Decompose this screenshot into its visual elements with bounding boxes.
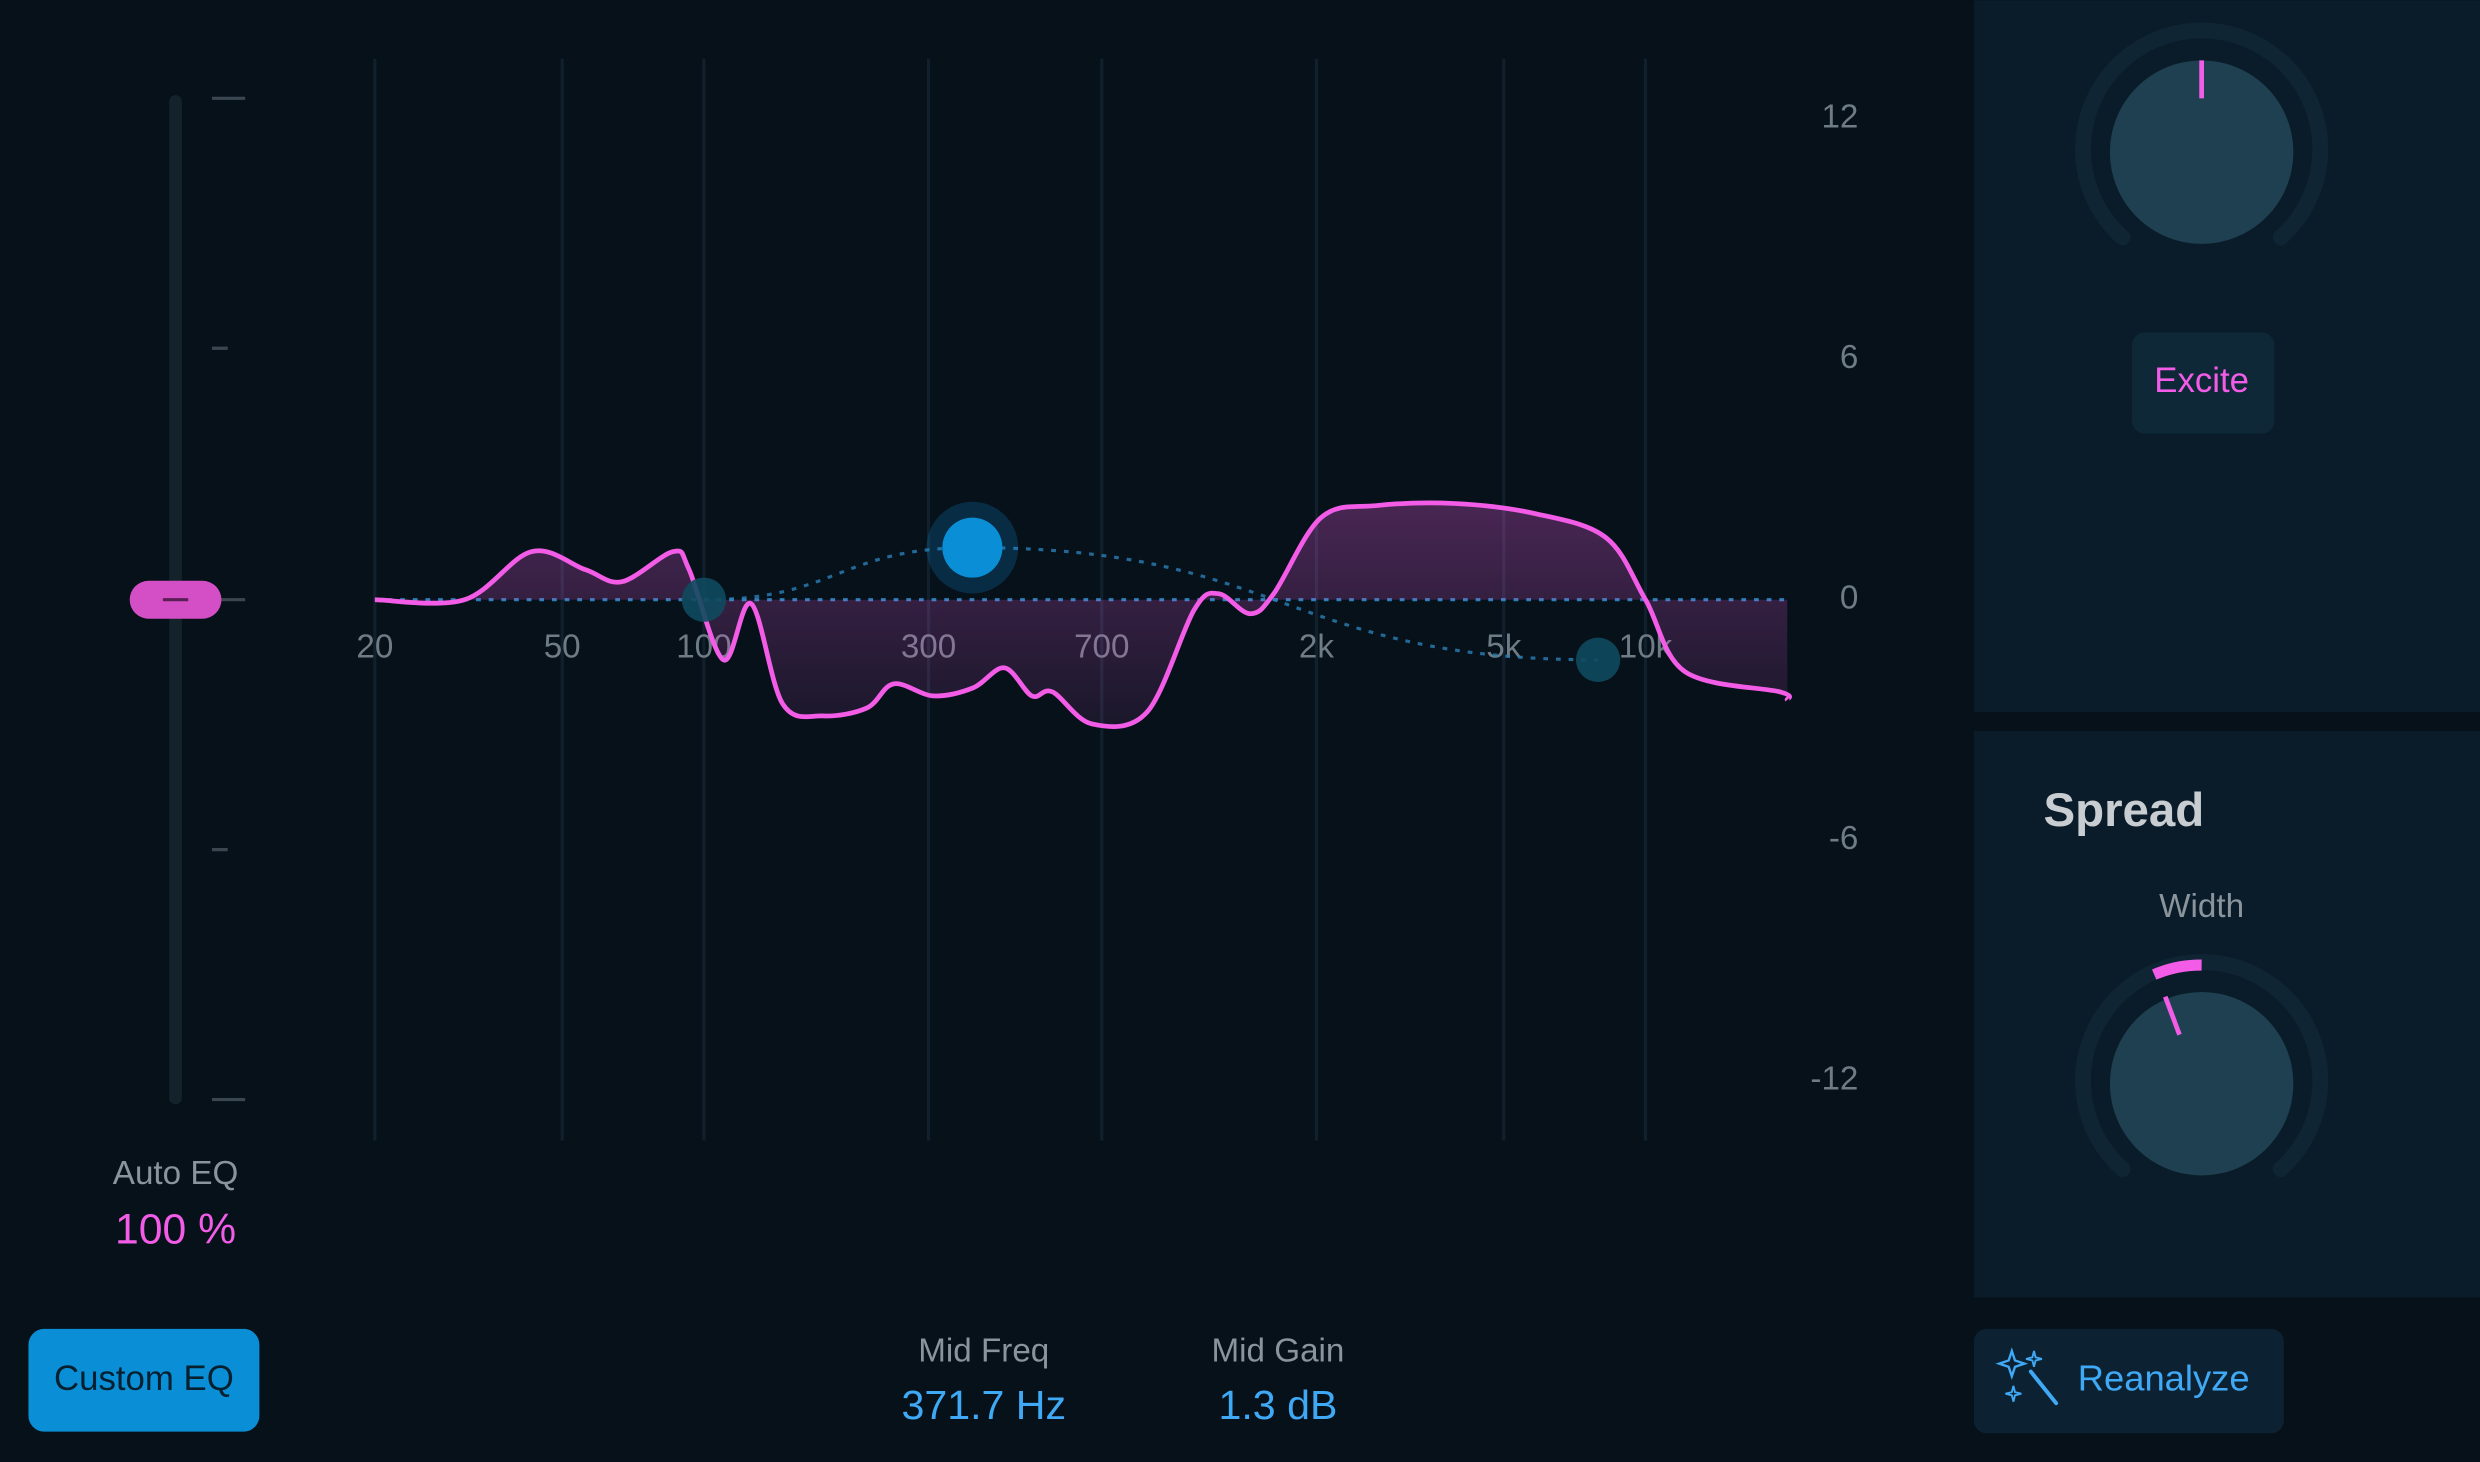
width-label: Width xyxy=(2159,888,2244,925)
knob-ring xyxy=(2075,22,2329,246)
auto-eq-label: Auto EQ xyxy=(113,1155,239,1192)
knob-value-arc xyxy=(2152,959,2202,980)
reanalyze-button[interactable] xyxy=(1973,1328,2284,1434)
response-curve xyxy=(374,500,1792,729)
x-tick-label: 50 xyxy=(544,629,581,666)
knob-indicator xyxy=(2163,995,2182,1036)
eq-node[interactable] xyxy=(1575,637,1621,682)
excite-knob[interactable] xyxy=(2109,60,2294,244)
custom-eq-button-label: Custom EQ xyxy=(54,1360,234,1398)
mid-freq-value: 371.7 Hz xyxy=(902,1382,1067,1428)
width-knob[interactable] xyxy=(2109,991,2294,1176)
x-tick-label: 2k xyxy=(1299,629,1334,666)
y-tick-label: 0 xyxy=(1840,579,1858,616)
y-tick-label: 12 xyxy=(1821,99,1858,136)
y-tick-label: -12 xyxy=(1810,1060,1858,1097)
eq-band-curve xyxy=(703,546,1599,662)
mid-gain-label: Mid Gain xyxy=(1212,1332,1345,1369)
excite-button-label: Excite xyxy=(2154,362,2249,400)
slider-ticks xyxy=(211,96,246,1102)
spread-title: Spread xyxy=(2043,784,2204,837)
x-tick-label: 20 xyxy=(356,629,393,666)
mid-gain-value: 1.3 dB xyxy=(1219,1382,1338,1428)
y-tick-label: 6 xyxy=(1840,339,1858,376)
x-tick-label: 5k xyxy=(1486,629,1521,666)
excite-button[interactable] xyxy=(2132,332,2275,434)
eq-node[interactable] xyxy=(942,517,1003,578)
auto-eq-slider[interactable] xyxy=(129,95,246,1105)
eq-node[interactable] xyxy=(681,577,727,622)
response-area xyxy=(374,502,1790,727)
eq-plot[interactable]: 20501003007002k5k10k1260-6-12 xyxy=(356,58,1859,1141)
y-tick-label: -6 xyxy=(1829,820,1859,857)
wand-icon xyxy=(1995,1347,2059,1406)
mid-freq-label: Mid Freq xyxy=(918,1332,1049,1369)
custom-eq-button[interactable] xyxy=(28,1328,260,1432)
reanalyze-button-label: Reanalyze xyxy=(2078,1358,2250,1399)
auto-eq-value: 100 % xyxy=(115,1206,236,1254)
